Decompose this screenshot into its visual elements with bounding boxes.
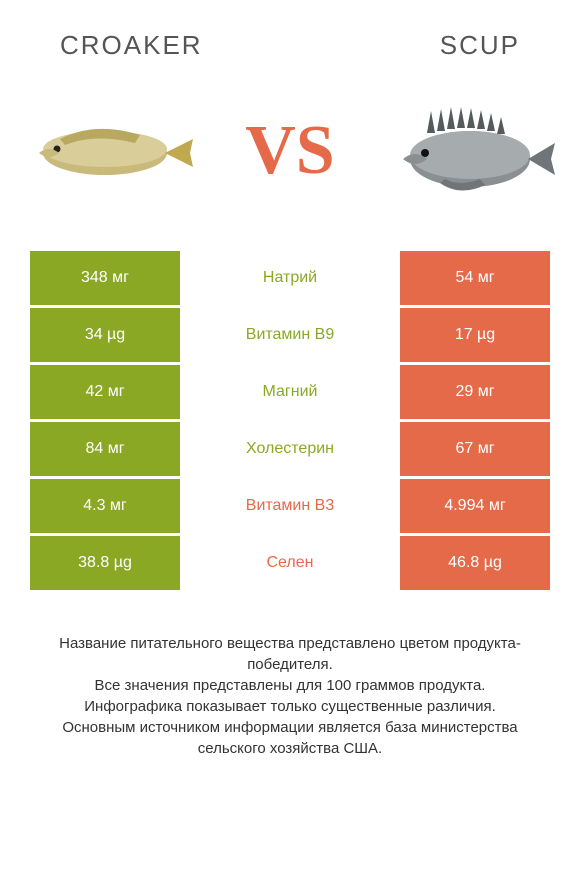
table-row: 84 мг Холестерин 67 мг	[30, 422, 550, 476]
right-value: 29 мг	[400, 365, 550, 419]
table-row: 348 мг Натрий 54 мг	[30, 251, 550, 305]
left-value: 42 мг	[30, 365, 180, 419]
right-value: 4.994 мг	[400, 479, 550, 533]
right-product-image	[380, 91, 560, 211]
left-product-title: CROAKER	[60, 30, 203, 61]
vs-text: VS	[245, 111, 334, 191]
right-product-title: SCUP	[440, 30, 520, 61]
table-row: 38.8 µg Селен 46.8 µg	[30, 536, 550, 590]
footer-line: Название питательного вещества представл…	[30, 633, 550, 675]
table-row: 34 µg Витамин B9 17 µg	[30, 308, 550, 362]
nutrient-label: Магний	[180, 365, 400, 419]
nutrient-label: Холестерин	[180, 422, 400, 476]
comparison-table: 348 мг Натрий 54 мг 34 µg Витамин B9 17 …	[0, 251, 580, 590]
footer-text: Название питательного вещества представл…	[0, 593, 580, 759]
left-product-image	[20, 91, 200, 211]
right-value: 46.8 µg	[400, 536, 550, 590]
right-value: 54 мг	[400, 251, 550, 305]
left-value: 84 мг	[30, 422, 180, 476]
table-row: 4.3 мг Витамин B3 4.994 мг	[30, 479, 550, 533]
nutrient-label: Селен	[180, 536, 400, 590]
nutrient-label: Витамин B3	[180, 479, 400, 533]
left-value: 38.8 µg	[30, 536, 180, 590]
nutrient-label: Витамин B9	[180, 308, 400, 362]
nutrient-label: Натрий	[180, 251, 400, 305]
header-row: CROAKER SCUP	[0, 0, 580, 71]
left-value: 348 мг	[30, 251, 180, 305]
footer-line: Инфографика показывает только существенн…	[30, 696, 550, 717]
right-value: 67 мг	[400, 422, 550, 476]
footer-line: Все значения представлены для 100 граммо…	[30, 675, 550, 696]
footer-line: Основным источником информации является …	[30, 717, 550, 759]
right-value: 17 µg	[400, 308, 550, 362]
images-row: VS	[0, 71, 580, 251]
table-row: 42 мг Магний 29 мг	[30, 365, 550, 419]
left-value: 34 µg	[30, 308, 180, 362]
left-value: 4.3 мг	[30, 479, 180, 533]
